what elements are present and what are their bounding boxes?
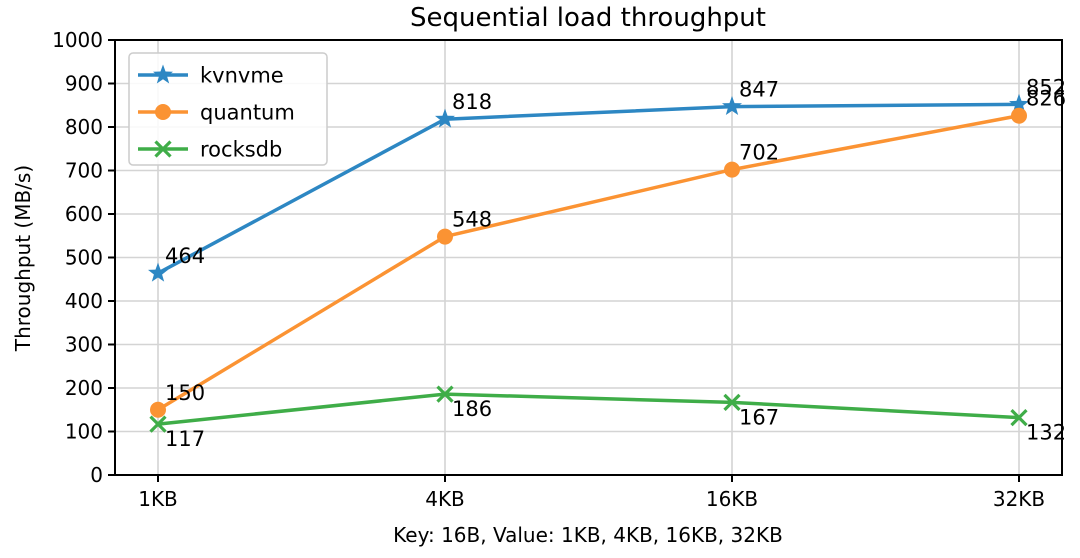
- legend-circle-icon: [155, 104, 171, 120]
- data-label: 826: [1026, 87, 1066, 111]
- y-tick-label: 300: [65, 333, 103, 357]
- data-label: 186: [452, 397, 492, 421]
- series-rocksdb-marker: [149, 415, 167, 433]
- data-label: 548: [452, 208, 492, 232]
- series-kvnvme-marker: [1009, 93, 1029, 113]
- series-kvnvme: 464 818 847 852: [148, 75, 1066, 282]
- series-kvnvme-marker: [148, 262, 168, 282]
- legend-label: rocksdb: [200, 138, 282, 162]
- legend-item-kvnvme: kvnvme: [138, 64, 284, 88]
- x-tick-label: 4KB: [425, 487, 465, 511]
- data-label: 150: [165, 381, 205, 405]
- legend-label: quantum: [200, 101, 295, 125]
- y-tick-label: 0: [90, 463, 103, 487]
- series-quantum-marker: [437, 228, 453, 245]
- y-tick-label: 800: [65, 115, 103, 139]
- y-tick-label: 700: [65, 159, 103, 183]
- data-label: 132: [1026, 421, 1066, 445]
- data-label: 847: [739, 78, 779, 102]
- series-rocksdb-marker: [723, 393, 741, 411]
- chart-title: Sequential load throughput: [410, 3, 766, 33]
- legend-x-icon: [154, 140, 172, 158]
- legend-box: [128, 52, 328, 166]
- x-tick-label: 16KB: [706, 487, 758, 511]
- data-label: 818: [452, 90, 492, 114]
- series-rocksdb-marker: [1010, 408, 1028, 427]
- legend-item-quantum: quantum: [138, 101, 295, 125]
- y-tick-label: 900: [65, 72, 103, 96]
- series-kvnvme-marker: [722, 96, 742, 116]
- y-axis-label: Throughput (MB/s): [11, 165, 35, 352]
- series-quantum: 150 548 702 826: [150, 87, 1066, 418]
- series-rocksdb: 117 186 167 132: [149, 385, 1066, 451]
- y-tick-label: 200: [65, 376, 103, 400]
- y-tick-label: 600: [65, 202, 103, 226]
- legend-label: kvnvme: [200, 64, 284, 88]
- plot-area: 1KB 4KB 16KB 32KB 0 100 200 300 400 500 600 700 800 9…: [52, 28, 1066, 511]
- series-kvnvme-line: [157, 102, 1020, 275]
- x-tick-label: 32KB: [993, 487, 1045, 511]
- x-tick-label: 1KB: [138, 487, 178, 511]
- legend-star-icon: [153, 64, 173, 84]
- data-label: 167: [739, 405, 779, 429]
- series-rocksdb-marker: [436, 385, 454, 403]
- data-label: 464: [165, 244, 205, 268]
- data-label: 852: [1026, 75, 1066, 99]
- x-axis-label: Key: 16B, Value: 1KB, 4KB, 16KB, 32KB: [393, 523, 783, 547]
- series-quantum-marker: [1011, 107, 1027, 124]
- data-label: 702: [739, 141, 779, 165]
- series-quantum-marker: [150, 401, 166, 418]
- legend: kvnvme quantum rocksdb: [128, 52, 328, 166]
- series-rocksdb-line: [157, 392, 1020, 426]
- series-quantum-marker: [724, 161, 740, 178]
- legend-item-rocksdb: rocksdb: [138, 138, 282, 162]
- data-label: 117: [165, 427, 205, 451]
- y-tick-label: 100: [65, 420, 103, 444]
- y-tick-label: 400: [65, 289, 103, 313]
- series-quantum-line: [157, 113, 1020, 412]
- y-tick-label: 500: [65, 246, 103, 270]
- y-tick-label: 1000: [52, 28, 103, 52]
- series-kvnvme-marker: [435, 108, 455, 128]
